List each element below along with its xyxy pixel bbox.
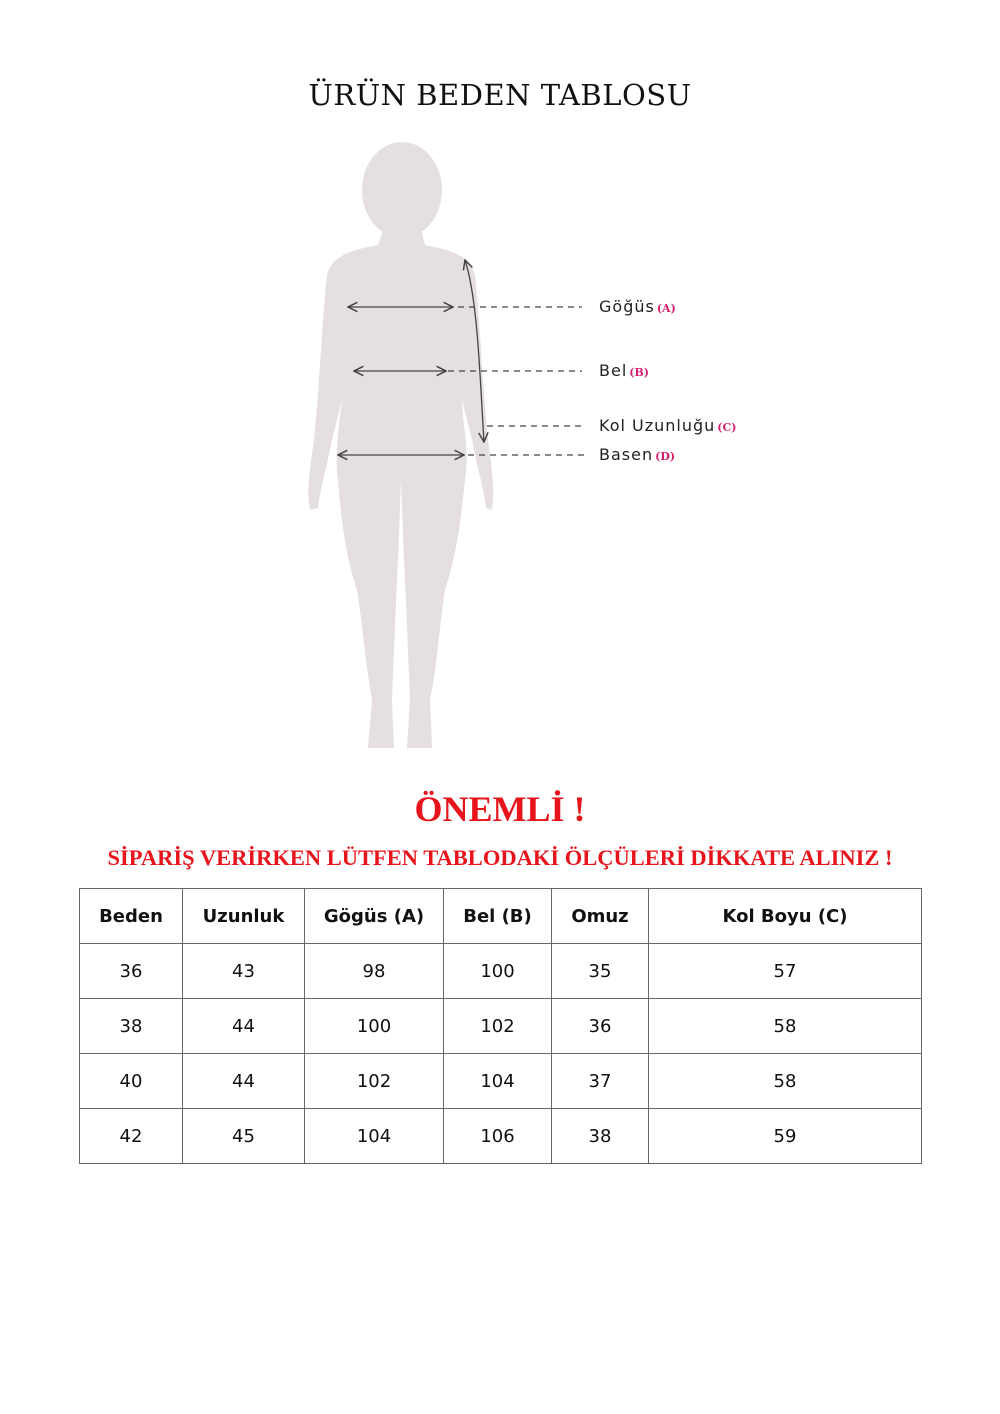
table-cell: 106 <box>443 1108 552 1164</box>
table-cell: 104 <box>443 1053 552 1109</box>
table-header-row: Beden Uzunluk Gögüs (A) Bel (B) Omuz Kol… <box>79 888 922 944</box>
label-hip: Basen (D) <box>599 445 676 464</box>
header-cell: Uzunluk <box>182 888 305 944</box>
table-cell: 98 <box>304 943 444 999</box>
size-table: Beden Uzunluk Gögüs (A) Bel (B) Omuz Kol… <box>79 888 922 1164</box>
sleeve-arrow <box>465 260 484 442</box>
table-cell: 37 <box>551 1053 649 1109</box>
header-cell: Omuz <box>551 888 649 944</box>
header-cell: Gögüs (A) <box>304 888 444 944</box>
female-silhouette <box>308 142 494 748</box>
important-heading: ÖNEMLİ ! <box>414 789 586 829</box>
table-cell: 102 <box>304 1053 444 1109</box>
table-cell: 102 <box>443 998 552 1054</box>
table-cell: 38 <box>79 998 183 1054</box>
table-cell: 59 <box>648 1108 922 1164</box>
table-cell: 104 <box>304 1108 444 1164</box>
table-cell: 44 <box>182 1053 305 1109</box>
table-cell: 36 <box>551 998 649 1054</box>
table-cell: 57 <box>648 943 922 999</box>
table-cell: 45 <box>182 1108 305 1164</box>
body-measurement-diagram <box>308 142 584 748</box>
label-chest: Göğüs (A) <box>599 297 676 316</box>
header-cell: Kol Boyu (C) <box>648 888 922 944</box>
header-cell: Beden <box>79 888 183 944</box>
table-cell: 40 <box>79 1053 183 1109</box>
table-cell: 42 <box>79 1108 183 1164</box>
label-sleeve-length: Kol Uzunluğu (C) <box>599 416 737 435</box>
table-row: 42 45 104 106 38 59 <box>79 1108 922 1164</box>
warning-message: SİPARİŞ VERİRKEN LÜTFEN TABLODAKİ ÖLÇÜLE… <box>107 845 893 870</box>
table-cell: 38 <box>551 1108 649 1164</box>
table-cell: 100 <box>443 943 552 999</box>
table-cell: 58 <box>648 1053 922 1109</box>
label-waist: Bel (B) <box>599 361 649 380</box>
page-title: ÜRÜN BEDEN TABLOSU <box>308 78 692 112</box>
table-cell: 100 <box>304 998 444 1054</box>
table-row: 38 44 100 102 36 58 <box>79 998 922 1054</box>
table-cell: 35 <box>551 943 649 999</box>
table-cell: 44 <box>182 998 305 1054</box>
table-cell: 43 <box>182 943 305 999</box>
table-cell: 36 <box>79 943 183 999</box>
table-row: 36 43 98 100 35 57 <box>79 943 922 999</box>
header-cell: Bel (B) <box>443 888 552 944</box>
table-cell: 58 <box>648 998 922 1054</box>
table-row: 40 44 102 104 37 58 <box>79 1053 922 1109</box>
